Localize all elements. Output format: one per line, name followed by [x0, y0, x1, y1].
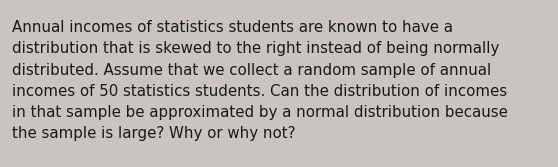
Text: Annual incomes of statistics students are known to have a
distribution that is s: Annual incomes of statistics students ar…: [12, 20, 508, 141]
